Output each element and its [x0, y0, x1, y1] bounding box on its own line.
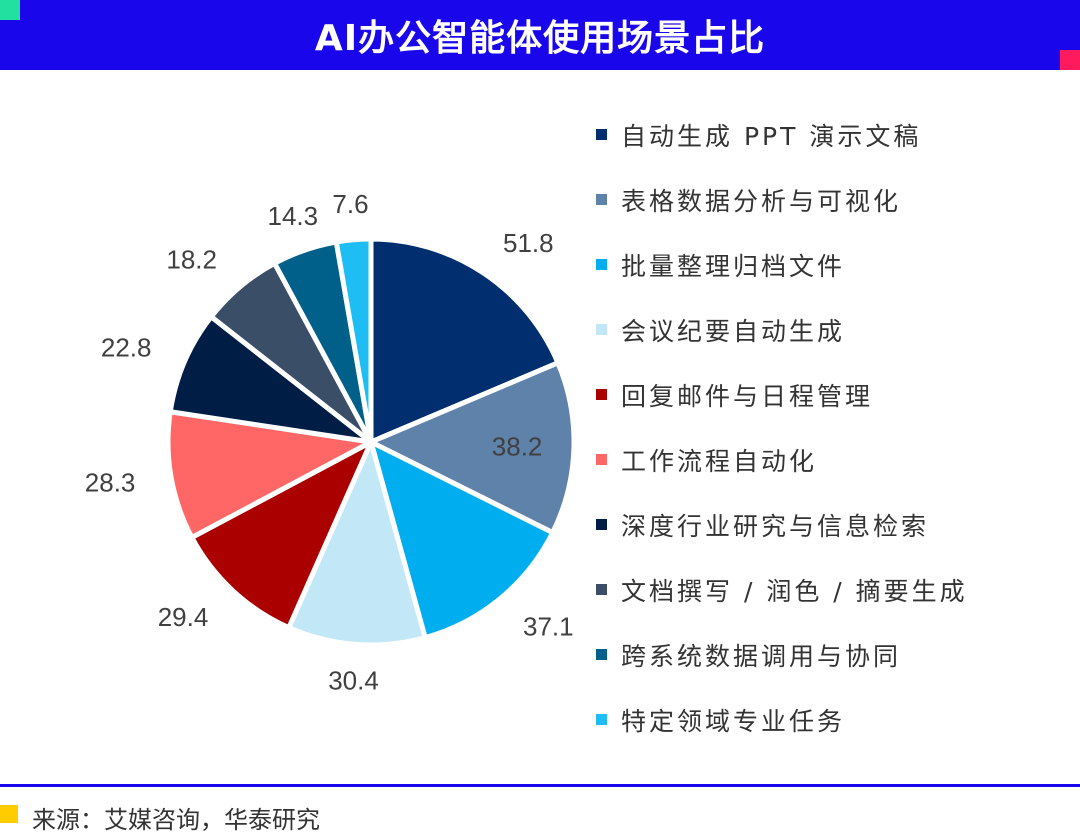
legend-marker [596, 519, 607, 530]
legend-marker [596, 129, 607, 140]
pie-slice [189, 439, 374, 631]
legend-item: 自动生成 PPT 演示文稿 [596, 102, 968, 167]
pie-slice [165, 409, 374, 540]
legend-marker [596, 714, 607, 725]
legend-item: 工作流程自动化 [596, 427, 968, 492]
legend-label: 自动生成 PPT 演示文稿 [621, 121, 922, 151]
pie-data-label: 14.3 [267, 201, 318, 231]
legend-marker [596, 389, 607, 400]
pie-slice [333, 236, 374, 445]
legend-label: 深度行业研究与信息检索 [621, 511, 930, 541]
legend-marker [596, 584, 607, 595]
pie-data-label: 37.1 [523, 612, 574, 642]
chart-title: AI办公智能体使用场景占比 [0, 0, 1080, 70]
legend-label: 回复邮件与日程管理 [621, 381, 874, 411]
legend-item: 批量整理归档文件 [596, 232, 968, 297]
pie-slice [286, 439, 428, 648]
corner-accent-green [0, 0, 20, 20]
pie-data-label: 38.2 [492, 432, 543, 462]
corner-accent-pink [1060, 50, 1080, 70]
pie-slice [368, 236, 561, 445]
pie-data-label: 18.2 [166, 244, 217, 274]
pie-data-label: 7.6 [332, 189, 368, 219]
legend-item: 回复邮件与日程管理 [596, 362, 968, 427]
legend-marker [596, 324, 607, 335]
pie-slices [165, 236, 577, 648]
legend-label: 会议纪要自动生成 [621, 316, 846, 346]
legend-marker [596, 259, 607, 270]
legend-item: 表格数据分析与可视化 [596, 167, 968, 232]
pie-data-label: 22.8 [101, 332, 152, 362]
source-note: 来源：艾媒咨询，华泰研究 [32, 806, 320, 834]
pie-data-label: 29.4 [158, 602, 209, 632]
legend-item: 特定领域专业任务 [596, 687, 968, 752]
legend-item: 会议纪要自动生成 [596, 297, 968, 362]
legend-label: 跨系统数据调用与协同 [621, 641, 902, 671]
legend-label: 表格数据分析与可视化 [621, 186, 902, 216]
legend-item: 跨系统数据调用与协同 [596, 622, 968, 687]
legend-item: 文档撰写 / 润色 / 摘要生成 [596, 557, 968, 622]
pie-data-label: 51.8 [503, 228, 554, 258]
pie-data-labels: 51.8 38.2 37.1 30.4 29.4 28.3 22.8 18.2 14.3 7.6 [85, 189, 574, 696]
pie-slice [368, 360, 577, 536]
legend-label: 工作流程自动化 [621, 446, 818, 476]
pie-data-label: 28.3 [85, 467, 136, 497]
legend-label: 特定领域专业任务 [621, 706, 846, 736]
legend-marker [596, 454, 607, 465]
pie-chart: 51.8 38.2 37.1 30.4 29.4 28.3 22.8 18.2 14.3 7.6 [85, 189, 577, 696]
pie-data-label: 30.4 [328, 665, 379, 695]
source-marker [0, 805, 18, 823]
legend-item: 深度行业研究与信息检索 [596, 492, 968, 557]
legend-marker [596, 649, 607, 660]
legend-marker [596, 194, 607, 205]
legend-label: 批量整理归档文件 [621, 251, 846, 281]
footer-divider [0, 784, 1080, 787]
legend-label: 文档撰写 / 润色 / 摘要生成 [621, 576, 968, 606]
pie-slice [368, 439, 556, 641]
chart-legend: 自动生成 PPT 演示文稿 表格数据分析与可视化 批量整理归档文件 会议纪要自动生成回… [596, 102, 968, 752]
